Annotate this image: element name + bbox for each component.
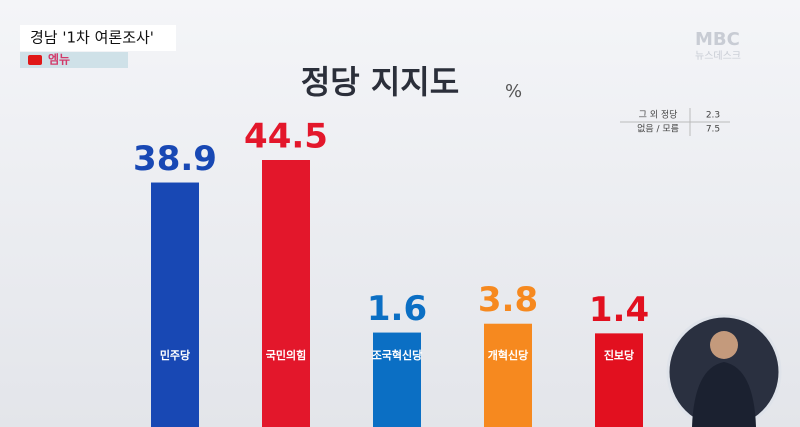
party-logo-box [595, 339, 643, 427]
value-label: 1.6 [367, 289, 427, 329]
chart-title: 정당 지지도 [301, 63, 459, 101]
plot: 민주당 38.9 국민의힘 44.5 조국혁신당 1.6 개혁신당 3.8 진보당 1.4 [133, 117, 649, 427]
channel-name: 엠뉴 [48, 53, 70, 67]
table-cell: 7.5 [706, 125, 720, 135]
headline-box [20, 25, 176, 51]
table-cell: 2.3 [706, 111, 720, 121]
bar [151, 182, 199, 339]
party-logo-box [262, 339, 310, 427]
table-cell: 그 외 정당 [639, 109, 678, 121]
bar [262, 160, 310, 339]
bar [595, 333, 643, 339]
table-cell: 없음 / 모름 [637, 124, 679, 135]
value-label: 3.8 [478, 280, 538, 320]
channel-bar [20, 52, 128, 68]
program: 뉴스데스크 [695, 50, 741, 62]
party-name: 개혁신당 [488, 348, 528, 362]
value-label: 44.5 [244, 117, 328, 157]
party-name: 조국혁신당 [372, 348, 423, 362]
interpreter-body [692, 362, 756, 427]
party-logo-box [484, 339, 532, 427]
bar [484, 323, 532, 339]
party-name: 진보당 [604, 348, 634, 362]
value-label: 38.9 [133, 139, 217, 179]
party-logo-box [373, 339, 421, 427]
youtube-icon [28, 55, 42, 65]
headline: 경남 '1차 여론조사' [30, 29, 154, 47]
party-name: 국민의힘 [266, 348, 306, 362]
unit: % [505, 81, 522, 102]
value-label: 1.4 [589, 290, 649, 330]
party-logo-box [151, 339, 199, 427]
bar [373, 332, 421, 339]
interpreter-head [710, 331, 738, 359]
interpreter [666, 314, 782, 427]
party-name: 민주당 [160, 348, 190, 362]
logo: MBC [695, 29, 740, 50]
